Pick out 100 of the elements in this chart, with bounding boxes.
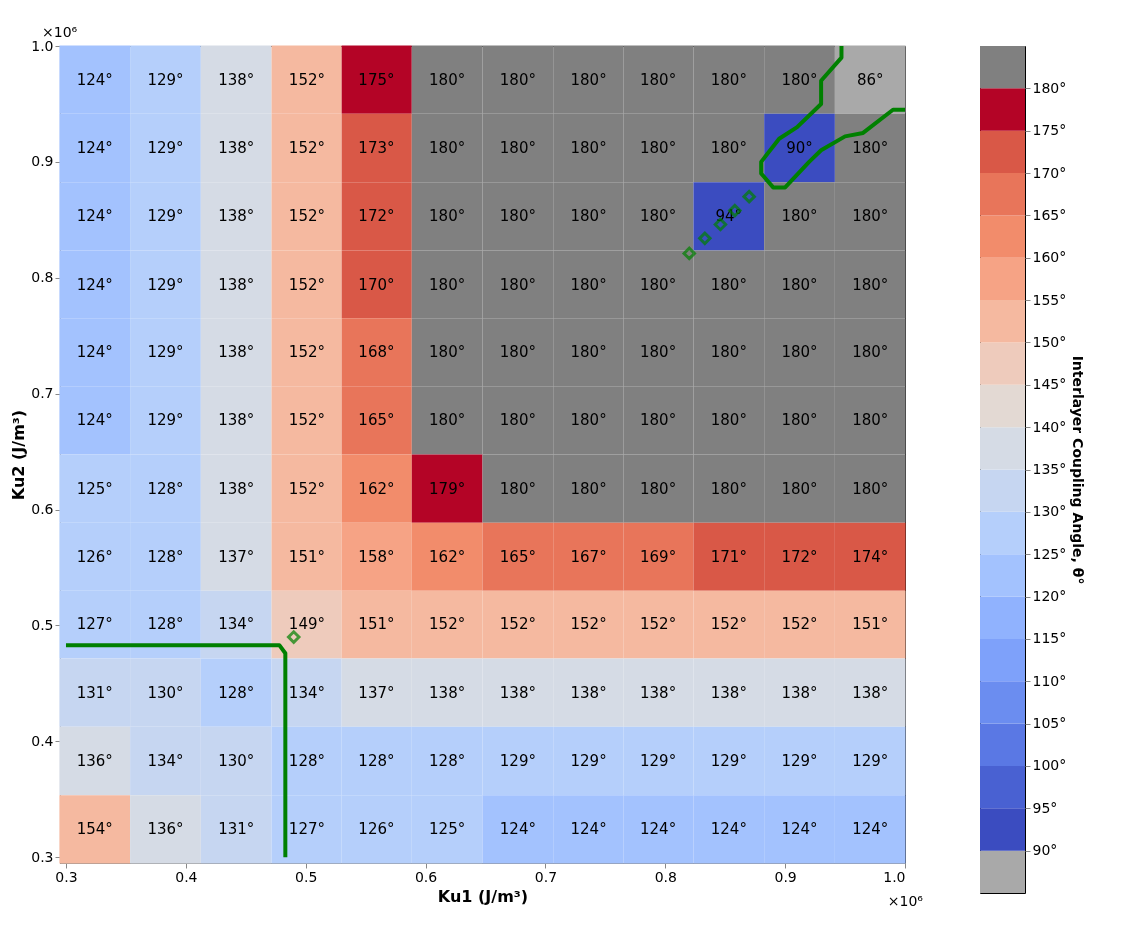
y-tick-label: 0.8 xyxy=(31,269,54,286)
color-bar-label: 115° xyxy=(1032,630,1067,647)
data-label: 138° xyxy=(781,683,818,702)
data-label: 152° xyxy=(288,138,325,157)
data-label: 129° xyxy=(781,752,818,771)
data-label: 124° xyxy=(76,138,113,157)
color-bar-label: 175° xyxy=(1032,122,1067,139)
data-label: 90° xyxy=(786,138,813,157)
data-label: 180° xyxy=(781,342,818,361)
data-label: 170° xyxy=(358,275,395,294)
y-tick-label: 0.3 xyxy=(31,848,54,865)
data-label: 129° xyxy=(147,138,184,157)
data-label: 180° xyxy=(499,479,536,498)
data-label: 138° xyxy=(218,70,255,89)
data-label: 165° xyxy=(499,548,536,567)
data-label: 134° xyxy=(147,752,184,771)
data-label: 152° xyxy=(781,615,818,634)
data-label: 138° xyxy=(218,275,255,294)
data-label: 128° xyxy=(147,615,184,634)
color-bar-label: 135° xyxy=(1032,461,1067,477)
data-label: 180° xyxy=(781,411,818,430)
data-label: 138° xyxy=(852,683,889,702)
data-label: 129° xyxy=(147,207,184,226)
data-label: 138° xyxy=(429,683,466,702)
x-tick-label: 0.9 xyxy=(774,868,797,885)
data-label: 129° xyxy=(147,70,184,89)
data-label: 126° xyxy=(358,820,395,839)
data-label: 162° xyxy=(429,548,466,567)
y-tick-label: 0.9 xyxy=(31,153,54,170)
data-label: 165° xyxy=(358,411,395,430)
data-label: 138° xyxy=(218,138,255,157)
data-label: 124° xyxy=(499,820,536,839)
data-label: 124° xyxy=(76,411,113,430)
data-label: 180° xyxy=(570,479,607,498)
data-label: 128° xyxy=(147,548,184,567)
data-label: 180° xyxy=(781,70,818,89)
data-label: 172° xyxy=(358,207,395,226)
data-label: 175° xyxy=(358,70,395,89)
data-label: 126° xyxy=(76,548,113,567)
data-label: 138° xyxy=(218,411,255,430)
data-label: 180° xyxy=(781,479,818,498)
data-label: 86° xyxy=(856,70,884,89)
x-tick-label: 0.7 xyxy=(534,868,558,885)
data-label: 138° xyxy=(710,683,747,702)
data-label: 152° xyxy=(429,615,466,634)
data-label: 124° xyxy=(570,820,607,839)
data-label: 180° xyxy=(499,411,536,430)
data-label: 124° xyxy=(710,820,747,839)
data-label: 152° xyxy=(570,615,607,634)
color-bar-label: 140° xyxy=(1032,418,1067,435)
data-label: 136° xyxy=(76,752,113,771)
data-label: 171° xyxy=(710,548,747,567)
x-tick-label: 0.8 xyxy=(654,868,677,885)
data-label: 180° xyxy=(852,342,889,361)
data-label: 137° xyxy=(218,548,255,567)
data-label: 152° xyxy=(288,70,325,89)
data-label: 124° xyxy=(76,207,113,226)
data-label: 180° xyxy=(852,138,889,157)
y-tick-label: 0.5 xyxy=(31,616,54,633)
data-label: 162° xyxy=(358,479,395,498)
data-label: 137° xyxy=(358,683,395,702)
data-label: 180° xyxy=(852,479,889,498)
data-label: 152° xyxy=(288,342,325,361)
data-label: 180° xyxy=(429,138,466,157)
data-label: 180° xyxy=(710,138,747,157)
data-label: 127° xyxy=(288,820,325,839)
data-label: 138° xyxy=(570,683,607,702)
data-label: 180° xyxy=(570,411,607,430)
color-bar-label: 105° xyxy=(1032,715,1067,732)
data-label: 180° xyxy=(852,275,889,294)
data-label: 180° xyxy=(710,275,747,294)
point xyxy=(742,189,756,204)
x-tick-label: 0.6 xyxy=(414,868,438,885)
data-label: 180° xyxy=(710,411,747,430)
data-label: 180° xyxy=(852,411,889,430)
data-label: 129° xyxy=(147,342,184,361)
data-label: 180° xyxy=(429,70,466,89)
data-label: 151° xyxy=(852,615,889,634)
y-tick-label: 1.0 xyxy=(31,37,54,54)
text: ×10⁶ xyxy=(42,24,78,40)
data-label: 180° xyxy=(499,275,536,294)
data-label: 180° xyxy=(640,342,677,361)
data-label: 180° xyxy=(640,207,677,226)
point xyxy=(682,246,696,261)
data-label: 169° xyxy=(640,548,677,567)
data-label: 138° xyxy=(218,479,255,498)
data-label: 152° xyxy=(288,207,325,226)
data-label: 180° xyxy=(429,411,466,430)
data-label: 151° xyxy=(288,548,325,567)
data-label: 125° xyxy=(76,479,113,498)
data-label: 124° xyxy=(76,342,113,361)
color-bar-label: 155° xyxy=(1032,291,1067,308)
data-label: 180° xyxy=(781,275,818,294)
text: ×10⁶ xyxy=(887,893,924,909)
data-label: 134° xyxy=(288,683,325,702)
color-bar-label: 100° xyxy=(1032,757,1067,774)
data-label: 174° xyxy=(852,548,889,567)
data-label: 180° xyxy=(640,411,677,430)
data-label: 180° xyxy=(570,207,607,226)
data-label: 173° xyxy=(358,138,395,157)
